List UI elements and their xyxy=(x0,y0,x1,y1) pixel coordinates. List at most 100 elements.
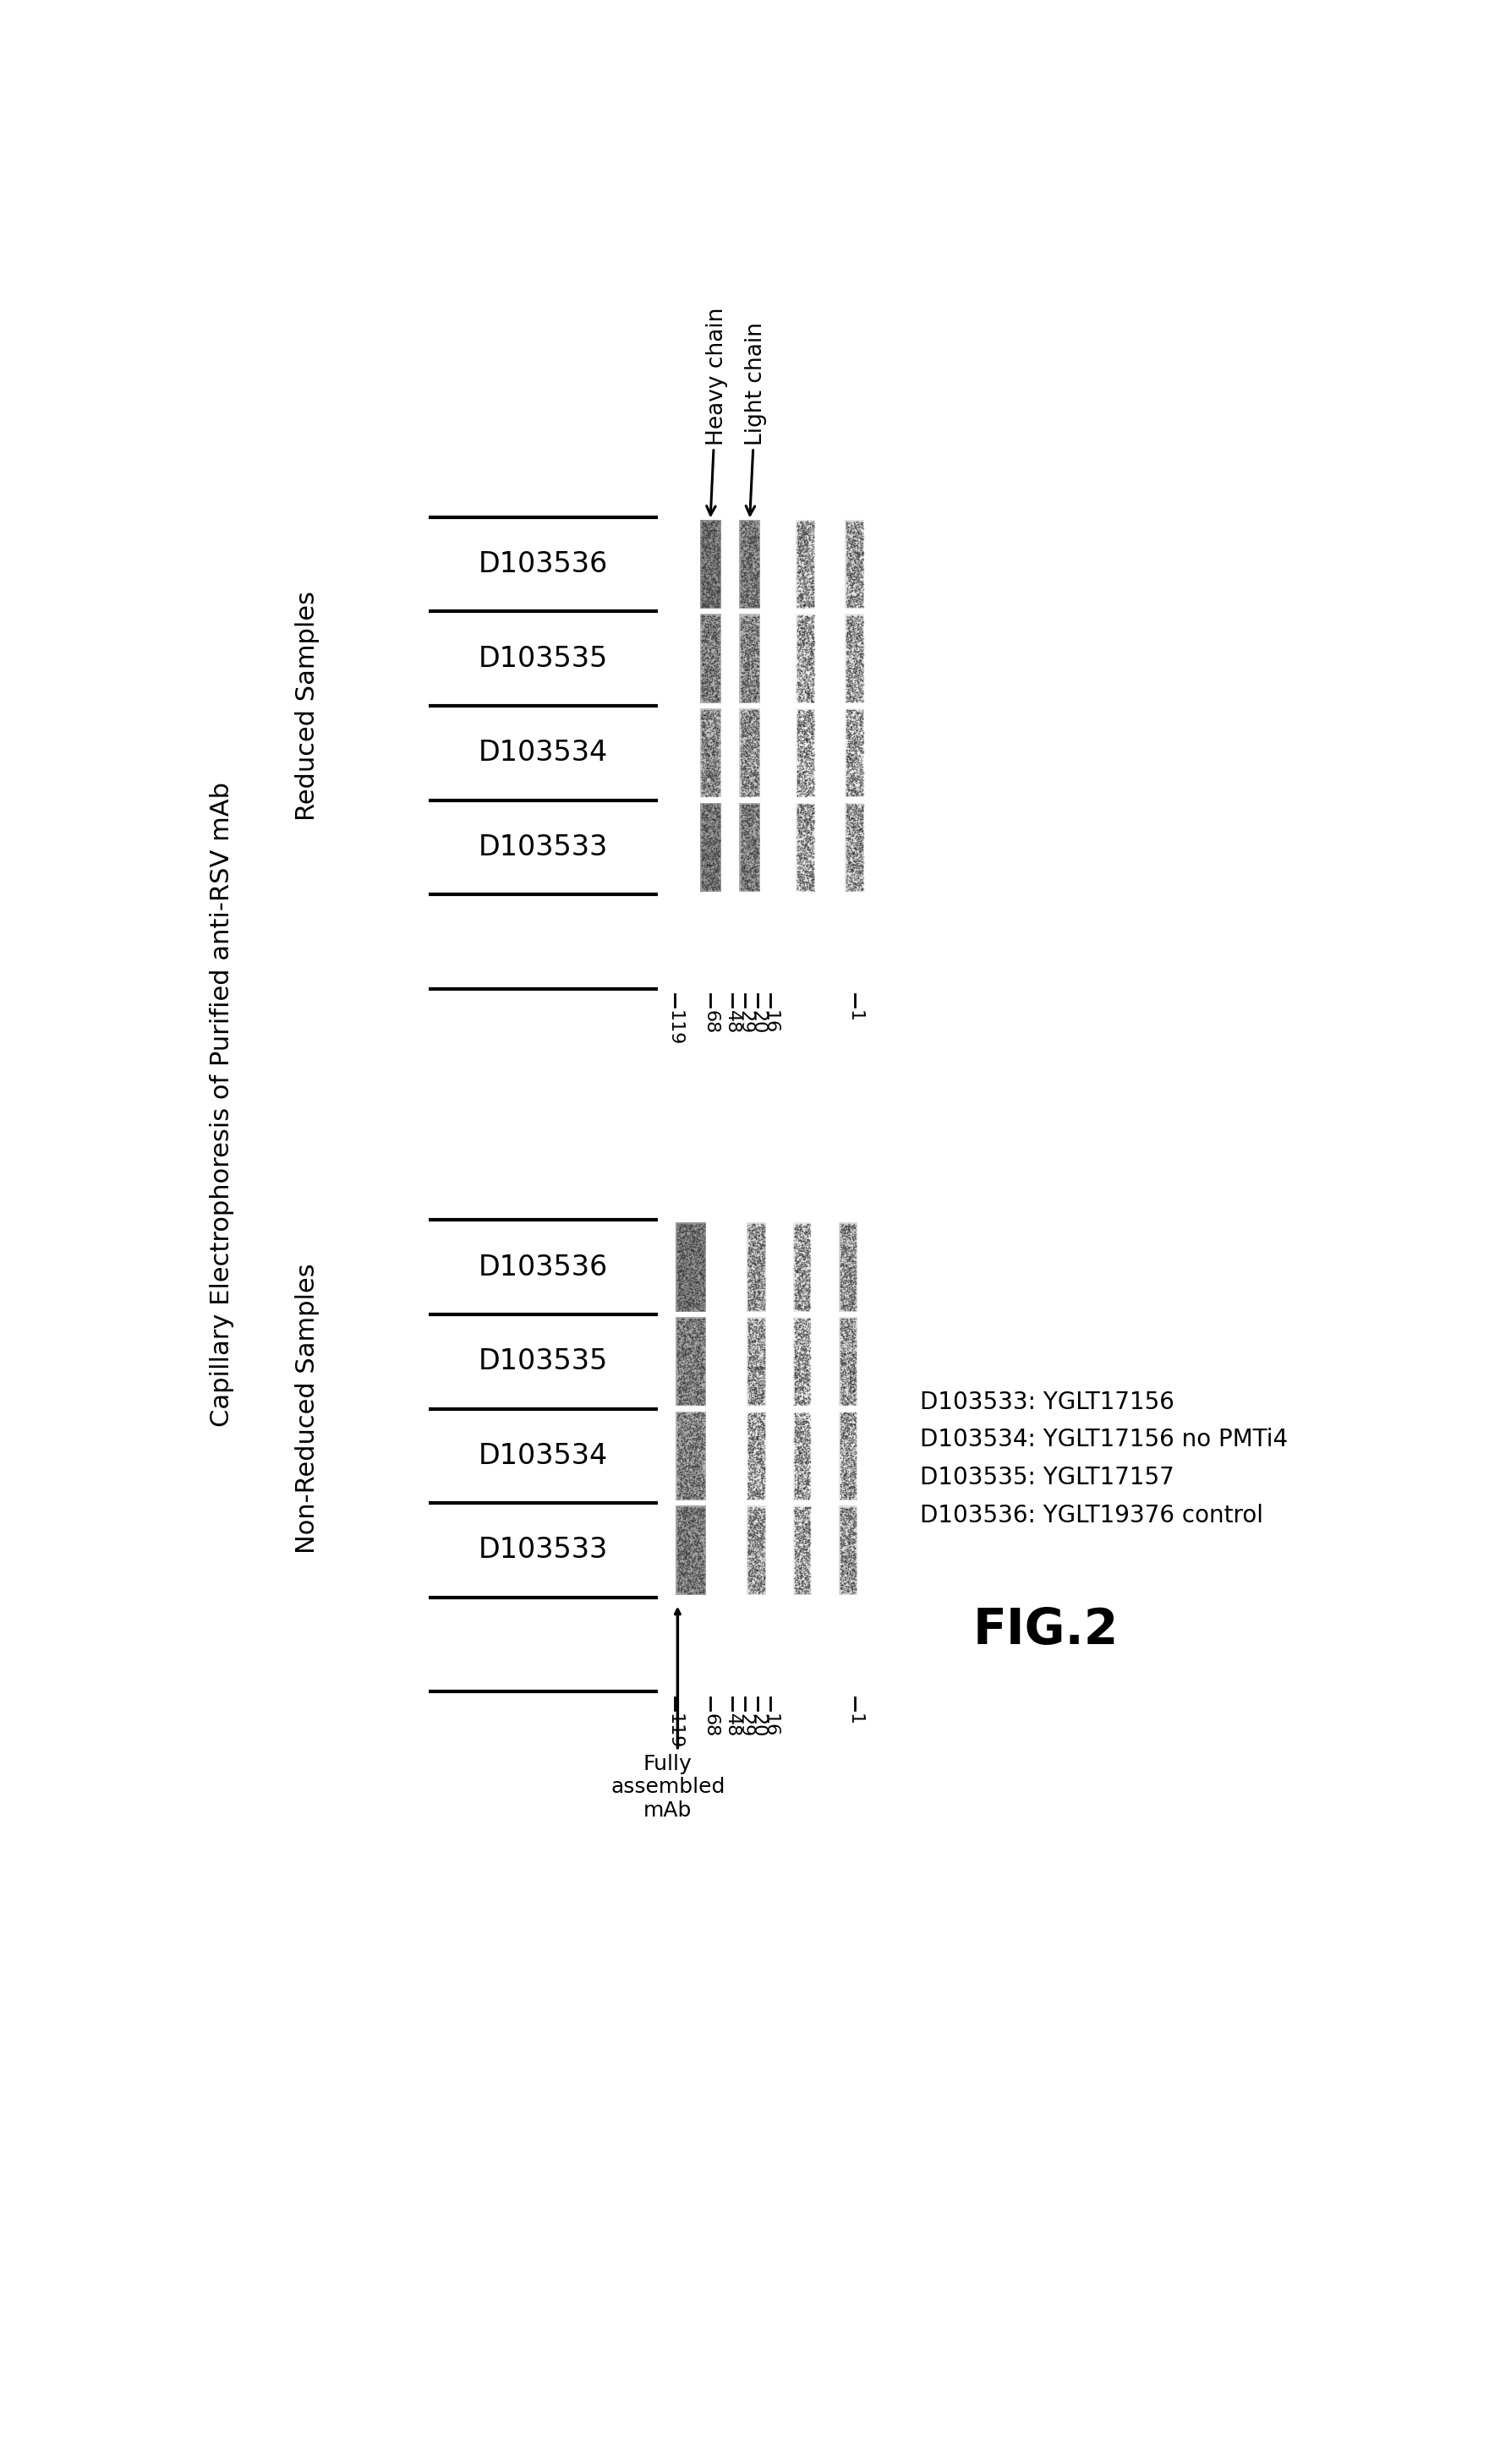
Point xyxy=(789,1407,813,1446)
Point xyxy=(800,680,823,719)
Point xyxy=(789,1205,813,1244)
Point xyxy=(788,761,812,801)
Point xyxy=(707,801,731,840)
Point xyxy=(801,547,825,586)
Point xyxy=(791,1222,814,1262)
Point xyxy=(747,1402,771,1441)
Point xyxy=(736,793,759,833)
Point xyxy=(840,843,864,882)
Point xyxy=(737,1360,761,1400)
Point xyxy=(783,1535,807,1574)
Point xyxy=(834,1279,858,1318)
Point xyxy=(675,1217,698,1257)
Point xyxy=(797,1375,820,1414)
Point xyxy=(707,562,731,601)
Point xyxy=(670,1520,694,1560)
Point xyxy=(750,1370,774,1409)
Point xyxy=(840,648,864,687)
Point xyxy=(850,503,874,542)
Point xyxy=(694,586,718,626)
Point xyxy=(752,1331,776,1370)
Point xyxy=(749,1501,773,1540)
Point xyxy=(829,1424,853,1464)
Point xyxy=(743,853,767,892)
Point xyxy=(785,1456,809,1496)
Point xyxy=(795,569,819,609)
Point xyxy=(797,793,820,833)
Point xyxy=(841,1414,865,1454)
Point xyxy=(695,806,719,845)
Point xyxy=(703,803,727,843)
Point xyxy=(795,784,819,823)
Point xyxy=(794,586,817,626)
Point xyxy=(703,549,727,589)
Point xyxy=(837,1348,861,1387)
Point xyxy=(740,870,764,909)
Point xyxy=(749,1520,773,1560)
Point xyxy=(673,1313,697,1353)
Point xyxy=(744,821,768,860)
Point xyxy=(795,525,819,564)
Point xyxy=(740,1461,764,1501)
Point xyxy=(783,1239,807,1279)
Point xyxy=(789,1271,813,1311)
Point xyxy=(697,727,721,766)
Point xyxy=(744,1456,768,1496)
Point xyxy=(840,579,864,618)
Point xyxy=(679,1432,703,1471)
Point xyxy=(730,628,753,668)
Point xyxy=(734,554,758,594)
Point xyxy=(686,1570,710,1609)
Point xyxy=(688,1491,712,1530)
Point xyxy=(789,537,813,577)
Point xyxy=(832,1466,856,1506)
Point xyxy=(691,547,715,586)
Point xyxy=(744,759,768,798)
Point xyxy=(844,756,868,796)
Point xyxy=(734,786,758,825)
Point xyxy=(752,1306,776,1345)
Point xyxy=(838,1377,862,1417)
Point xyxy=(676,1249,700,1289)
Point xyxy=(698,527,722,567)
Point xyxy=(844,599,868,638)
Point xyxy=(791,655,814,695)
Point xyxy=(843,700,867,739)
Point xyxy=(677,1439,701,1478)
Point xyxy=(835,818,859,857)
Point xyxy=(746,1262,770,1301)
Point xyxy=(797,586,820,626)
Point xyxy=(677,1476,701,1515)
Point xyxy=(834,1375,858,1414)
Point xyxy=(828,1565,852,1604)
Point xyxy=(831,1244,855,1284)
Point xyxy=(794,813,817,853)
Point xyxy=(730,729,753,769)
Point xyxy=(672,1545,695,1584)
Point xyxy=(698,515,722,554)
Point xyxy=(730,577,753,616)
Point xyxy=(742,1232,765,1271)
Point xyxy=(835,545,859,584)
Point xyxy=(689,522,713,562)
Point xyxy=(698,712,722,752)
Point xyxy=(688,1567,712,1607)
Point xyxy=(736,793,759,833)
Point xyxy=(742,1429,765,1469)
Point xyxy=(673,1518,697,1557)
Point xyxy=(785,673,809,712)
Point xyxy=(683,1508,707,1547)
Point xyxy=(788,1427,812,1466)
Point xyxy=(789,1306,813,1345)
Point xyxy=(744,1345,768,1385)
Point xyxy=(795,1464,819,1503)
Point xyxy=(829,1234,853,1274)
Text: D103535: YGLT17157: D103535: YGLT17157 xyxy=(920,1466,1175,1491)
Point xyxy=(739,678,762,717)
Point xyxy=(689,1345,713,1385)
Point xyxy=(791,803,814,843)
Point xyxy=(841,1570,865,1609)
Bar xyxy=(700,614,721,702)
Point xyxy=(672,1439,695,1478)
Point xyxy=(734,569,758,609)
